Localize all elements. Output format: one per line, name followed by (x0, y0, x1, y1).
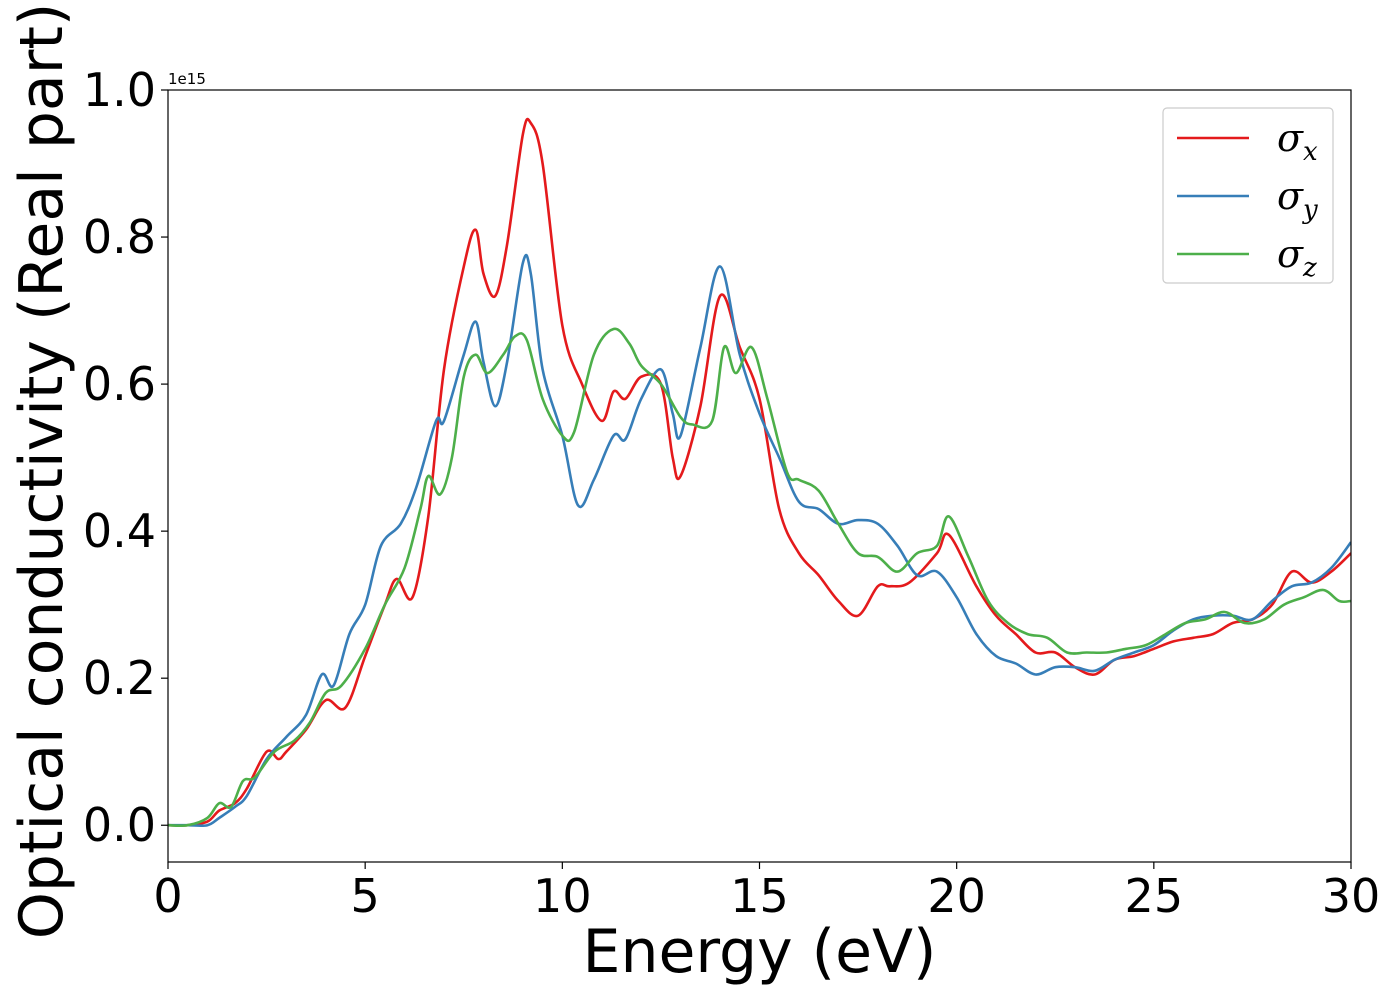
x-axis-title: Energy (eV) (583, 917, 937, 987)
x-tick-label: 5 (351, 869, 380, 923)
x-tick-label: 15 (730, 869, 789, 923)
legend-label-z: σz (1277, 232, 1317, 283)
x-tick-label: 20 (927, 869, 986, 923)
series-line-z (168, 327, 1351, 828)
x-axis: 0 5 10 15 20 25 30 (153, 862, 1380, 923)
y-axis-title: Optical conductivity (Real part) (7, 3, 77, 940)
legend: σx σy σz (1162, 107, 1334, 284)
y-axis: 0.0 0.2 0.4 0.6 0.8 1.0 (83, 63, 168, 852)
series-line-y (168, 253, 1351, 828)
x-tick-label: 30 (1322, 869, 1381, 923)
x-tick-label: 0 (153, 869, 182, 923)
x-tick-label: 10 (533, 869, 592, 923)
y-tick-label: 0.0 (83, 798, 156, 852)
legend-label-y: σy (1277, 174, 1318, 225)
y-tick-label: 0.2 (83, 651, 156, 705)
y-tick-label: 0.4 (83, 504, 156, 558)
x-tick-label: 25 (1125, 869, 1184, 923)
y-tick-label: 1.0 (83, 63, 156, 117)
y-tick-label: 0.8 (83, 210, 156, 264)
legend-label-x: σx (1277, 116, 1318, 167)
y-offset-label: 1e15 (168, 70, 206, 88)
series-layer (168, 117, 1351, 828)
y-tick-label: 0.6 (83, 357, 156, 411)
